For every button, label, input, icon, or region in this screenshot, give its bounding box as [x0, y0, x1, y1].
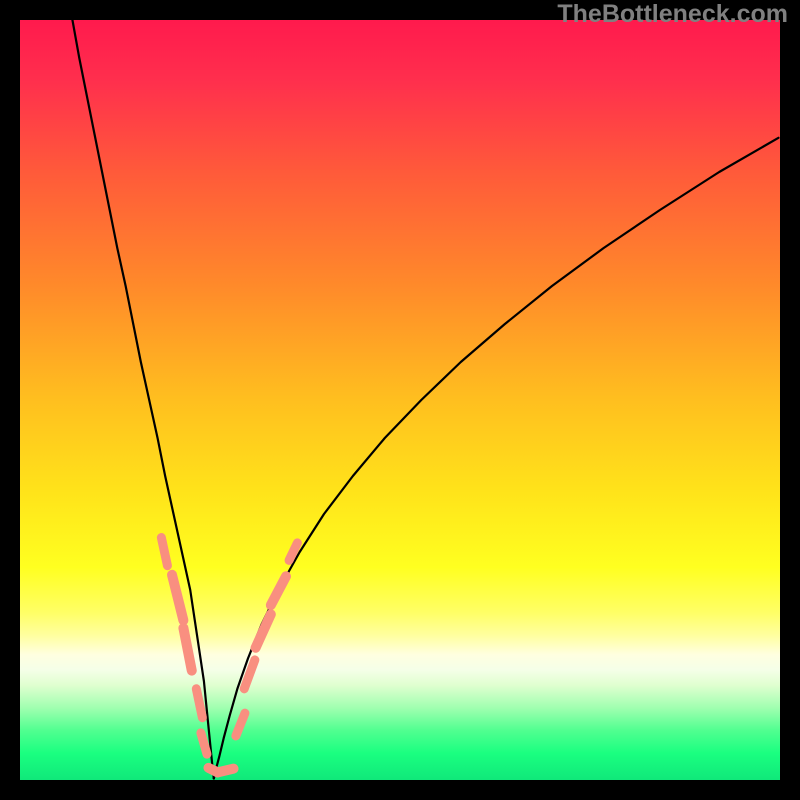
watermark-text: TheBottleneck.com: [557, 0, 788, 29]
scatter-capsule: [256, 614, 271, 647]
scatter-capsule: [218, 769, 234, 773]
stage: TheBottleneck.com: [0, 0, 800, 800]
scatter-capsule: [161, 538, 167, 566]
scatter-capsule: [201, 733, 207, 754]
scatter-capsule: [172, 575, 183, 621]
scatter-capsule: [196, 689, 202, 718]
curve-right-arm: [214, 138, 779, 779]
scatter-capsule: [236, 713, 245, 736]
scatter-capsule: [183, 628, 191, 671]
scatter-capsule: [271, 576, 286, 605]
chart-overlay: [0, 0, 800, 800]
